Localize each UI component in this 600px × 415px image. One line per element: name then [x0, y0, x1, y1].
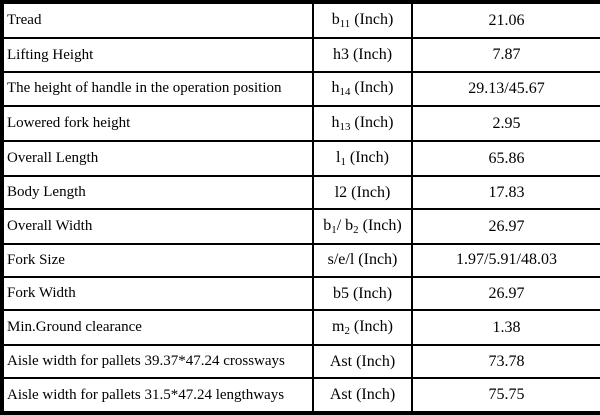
symbol-subscript: 2 [353, 224, 359, 237]
parameter-cell: Body Length [1, 175, 314, 211]
symbol-text: (Inch) [349, 318, 393, 336]
parameter-cell: Fork Size [1, 242, 314, 279]
symbol-cell: b1/ b2 (Inch) [312, 208, 413, 245]
symbol-text: h [331, 114, 340, 132]
value-cell: 21.06 [411, 0, 600, 40]
symbol-text: (Inch) [358, 217, 402, 235]
value-cell: 1.97/5.91/48.03 [411, 242, 600, 279]
table-row: Aisle width for pallets 31.5*47.24 lengt… [1, 377, 600, 414]
parameter-cell: Overall Width [1, 208, 314, 245]
symbol-text: / b [336, 217, 354, 235]
value-cell: 2.95 [411, 105, 600, 143]
value-cell: 75.75 [411, 377, 600, 414]
value-cell: 26.97 [411, 276, 600, 312]
symbol-cell: h13 (Inch) [312, 105, 413, 143]
symbol-cell: s/e/l (Inch) [312, 242, 413, 279]
table-row: Body Length l2 (Inch) 17.83 [1, 175, 600, 211]
table-row: Tread b11 (Inch) 21.06 [1, 0, 600, 40]
table-row: Lifting Height h3 (Inch) 7.87 [1, 37, 600, 73]
symbol-text: (Inch) [350, 114, 394, 132]
table-row: Min.Ground clearance m2 (Inch) 1.38 [1, 309, 600, 346]
parameter-cell: Lifting Height [1, 37, 314, 73]
table-row: Overall Length l1 (Inch) 65.86 [1, 140, 600, 178]
parameter-cell: Aisle width for pallets 39.37*47.24 cros… [1, 343, 314, 380]
parameter-cell: Min.Ground clearance [1, 309, 314, 346]
symbol-text: b5 (Inch) [332, 284, 393, 302]
symbol-text: b [331, 11, 340, 29]
value-cell: 65.86 [411, 140, 600, 178]
table-row: Fork Width b5 (Inch) 26.97 [1, 276, 600, 312]
value-cell: 29.13/45.67 [411, 70, 600, 108]
symbol-text: (Inch) [350, 11, 394, 29]
symbol-cell: h3 (Inch) [312, 37, 413, 73]
symbol-cell: Ast (Inch) [312, 377, 413, 414]
symbol-text: l [336, 149, 341, 167]
symbol-text: m [332, 318, 345, 336]
symbol-text: l2 (Inch) [334, 183, 391, 201]
table-row: Lowered fork height h13 (Inch) 2.95 [1, 105, 600, 143]
parameter-cell: Tread [1, 0, 314, 40]
parameter-cell: Overall Length [1, 140, 314, 178]
value-cell: 17.83 [411, 175, 600, 211]
symbol-subscript: 13 [339, 121, 351, 134]
symbol-text: h [331, 79, 340, 97]
symbol-subscript: 1 [331, 224, 337, 237]
symbol-text: h3 (Inch) [332, 46, 393, 64]
symbol-subscript: 11 [339, 18, 351, 31]
value-cell: 1.38 [411, 309, 600, 346]
value-cell: 26.97 [411, 208, 600, 245]
parameter-cell: Fork Width [1, 276, 314, 312]
symbol-text: s/e/l (Inch) [327, 251, 398, 269]
symbol-text: b [323, 217, 332, 235]
symbol-text: Ast (Inch) [329, 352, 396, 370]
symbol-cell: h14 (Inch) [312, 70, 413, 108]
table-row: Overall Width b1/ b2 (Inch) 26.97 [1, 208, 600, 245]
table-row: The height of handle in the operation po… [1, 70, 600, 108]
symbol-cell: b11 (Inch) [312, 0, 413, 40]
symbol-cell: Ast (Inch) [312, 343, 413, 380]
symbol-subscript: 1 [340, 156, 346, 169]
symbol-cell: b5 (Inch) [312, 276, 413, 312]
value-cell: 7.87 [411, 37, 600, 73]
value-cell: 73.78 [411, 343, 600, 380]
parameter-cell: Lowered fork height [1, 105, 314, 143]
symbol-cell: m2 (Inch) [312, 309, 413, 346]
symbol-text: Ast (Inch) [329, 386, 396, 404]
symbol-text: (Inch) [345, 149, 389, 167]
symbol-subscript: 14 [339, 86, 351, 99]
table-row: Aisle width for pallets 39.37*47.24 cros… [1, 343, 600, 380]
table-row: Fork Size s/e/l (Inch) 1.97/5.91/48.03 [1, 242, 600, 279]
symbol-subscript: 2 [344, 325, 350, 338]
symbol-cell: l1 (Inch) [312, 140, 413, 178]
symbol-cell: l2 (Inch) [312, 175, 413, 211]
parameter-cell: The height of handle in the operation po… [1, 70, 314, 108]
symbol-text: (Inch) [350, 79, 394, 97]
parameter-cell: Aisle width for pallets 31.5*47.24 lengt… [1, 377, 314, 414]
